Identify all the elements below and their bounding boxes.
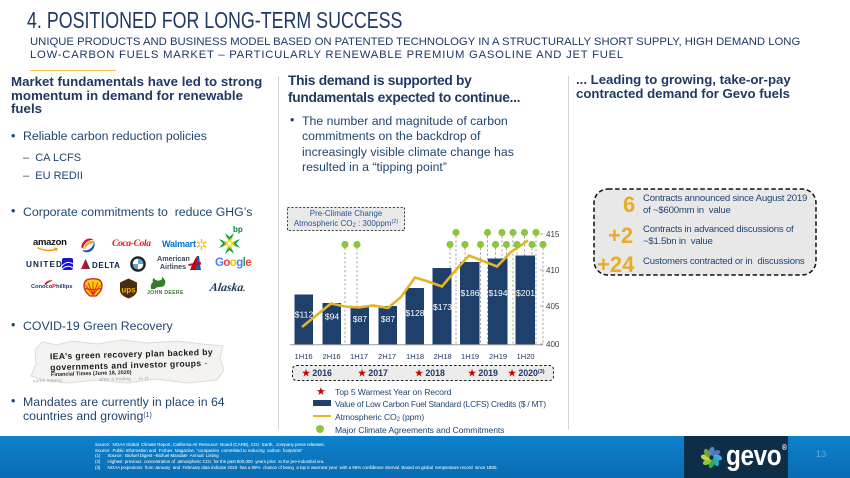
svg-text:400: 400 bbox=[546, 340, 560, 349]
svg-text:$112: $112 bbox=[295, 310, 314, 320]
svg-text:$194: $194 bbox=[488, 288, 507, 298]
svg-text:$128: $128 bbox=[405, 308, 424, 318]
svg-text:410: 410 bbox=[546, 266, 560, 275]
svg-text:405: 405 bbox=[546, 302, 560, 311]
svg-text:$87: $87 bbox=[353, 314, 368, 324]
svg-text:$87: $87 bbox=[381, 314, 396, 324]
svg-text:$186: $186 bbox=[460, 288, 479, 298]
svg-text:$94: $94 bbox=[325, 312, 340, 322]
svg-text:ups: ups bbox=[121, 286, 136, 295]
svg-text:415: 415 bbox=[546, 230, 560, 239]
svg-text:$201: $201 bbox=[516, 288, 535, 298]
svg-text:$173: $173 bbox=[433, 302, 452, 312]
